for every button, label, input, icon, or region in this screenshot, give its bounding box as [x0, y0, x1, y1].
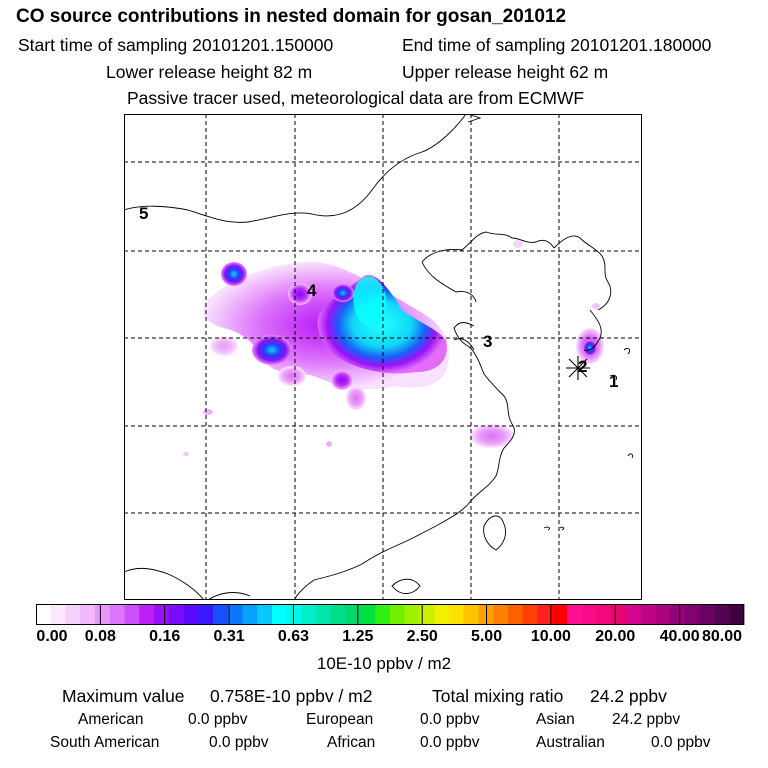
colorbar-cell [50, 604, 66, 625]
receptor-star-icon [566, 356, 590, 380]
total-value: 24.2 ppbv [590, 686, 667, 706]
colorbar [36, 604, 745, 625]
colorbar-cell [567, 604, 583, 625]
lat-lon-grid [124, 114, 642, 600]
colorbar-cell [36, 604, 52, 625]
map-label-1: 1 [609, 372, 618, 391]
release-lower: Lower release height 82 m [106, 62, 313, 82]
map-panel: 1 2 3 4 5 [124, 114, 642, 600]
map-label-4: 4 [307, 281, 317, 300]
plot-title: CO source contributions in nested domain… [16, 6, 567, 27]
colorbar-tick-label: 0.31 [213, 628, 245, 645]
colorbar-cell [699, 604, 715, 625]
model-note: Passive tracer used, meteorological data… [127, 88, 585, 108]
region-value: 0.0 ppbv [420, 734, 480, 751]
concentration-field [183, 240, 604, 456]
colorbar-cell [463, 604, 479, 625]
colorbar-cell [65, 604, 81, 625]
sampling-end: End time of sampling 20101201.180000 [402, 35, 712, 55]
max-label: Maximum value [62, 686, 185, 706]
colorbar-cell [154, 604, 170, 625]
coastlines [124, 114, 633, 600]
release-upper: Upper release height 62 m [402, 62, 609, 82]
colorbar-cell [227, 604, 243, 625]
colorbar-cell [183, 604, 199, 625]
colorbar-cell [286, 604, 302, 625]
colorbar-cell [670, 604, 686, 625]
region-value: 24.2 ppbv [612, 711, 681, 728]
colorbar-tick-label: 10.00 [530, 628, 571, 645]
colorbar-cell [109, 604, 125, 625]
colorbar-cell [390, 604, 406, 625]
region-value: 0.0 ppbv [651, 734, 711, 751]
colorbar-tick-label: 1.25 [342, 628, 374, 645]
colorbar-unit: 10E-10 ppbv / m2 [316, 654, 452, 673]
colorbar-cell [213, 604, 229, 625]
colorbar-cell [301, 604, 317, 625]
colorbar-cell [434, 604, 450, 625]
region-value: 0.0 ppbv [209, 734, 269, 751]
region-value: 0.0 ppbv [188, 711, 248, 728]
colorbar-cell [655, 604, 671, 625]
colorbar-tick-label: 0.63 [277, 628, 310, 645]
colorbar-cell [198, 604, 214, 625]
colorbar-cell [581, 604, 597, 625]
colorbar-cell [552, 604, 568, 625]
colorbar-tick-label: 5.00 [470, 628, 503, 645]
colorbar-cell [685, 604, 701, 625]
colorbar-tick-label: 0.00 [36, 628, 68, 645]
colorbar-cell [419, 604, 435, 625]
colorbar-tick-label: 80.00 [701, 628, 743, 645]
colorbar-cell [360, 604, 376, 625]
map-label-3: 3 [483, 332, 492, 351]
colorbar-cell [714, 604, 730, 625]
colorbar-cell [404, 604, 420, 625]
colorbar-cell [124, 604, 140, 625]
colorbar-tick-label: 2.50 [406, 628, 438, 645]
colorbar-cell [611, 604, 627, 625]
colorbar-cell [537, 604, 553, 625]
total-label: Total mixing ratio [432, 686, 564, 706]
colorbar-cell [257, 604, 273, 625]
colorbar-cell [345, 604, 361, 625]
colorbar-cell [139, 604, 155, 625]
colorbar-cell [449, 604, 465, 625]
colorbar-cell [508, 604, 524, 625]
colorbar-cell [640, 604, 656, 625]
colorbar-cell [626, 604, 642, 625]
region-name: African [327, 734, 376, 751]
region-value: 0.0 ppbv [420, 711, 480, 728]
region-name: South American [50, 734, 160, 751]
map-label-2: 2 [578, 357, 587, 376]
region-name: European [306, 711, 374, 728]
colorbar-cell [316, 604, 332, 625]
colorbar-tick-label: 40.00 [659, 628, 700, 645]
colorbar-cell [80, 604, 96, 625]
colorbar-tick-label: 0.16 [149, 628, 181, 645]
colorbar-cell [596, 604, 612, 625]
colorbar-cell [331, 604, 347, 625]
region-name: Australian [536, 734, 605, 751]
sampling-start: Start time of sampling 20101201.150000 [18, 35, 334, 55]
colorbar-cell [522, 604, 538, 625]
region-name: American [78, 711, 144, 728]
map-frame [124, 114, 642, 600]
colorbar-cell [242, 604, 258, 625]
colorbar-cell [272, 604, 288, 625]
colorbar-cell [375, 604, 391, 625]
colorbar-cell [95, 604, 111, 625]
colorbar-tick-label: 0.08 [84, 628, 116, 645]
colorbar-cell [168, 604, 184, 625]
map-label-5: 5 [139, 204, 148, 223]
region-name: Asian [536, 711, 575, 728]
max-value: 0.758E-10 ppbv / m2 [210, 686, 373, 706]
colorbar-tick-label: 20.00 [595, 628, 636, 645]
colorbar-cell [729, 604, 745, 625]
colorbar-cell [493, 604, 509, 625]
